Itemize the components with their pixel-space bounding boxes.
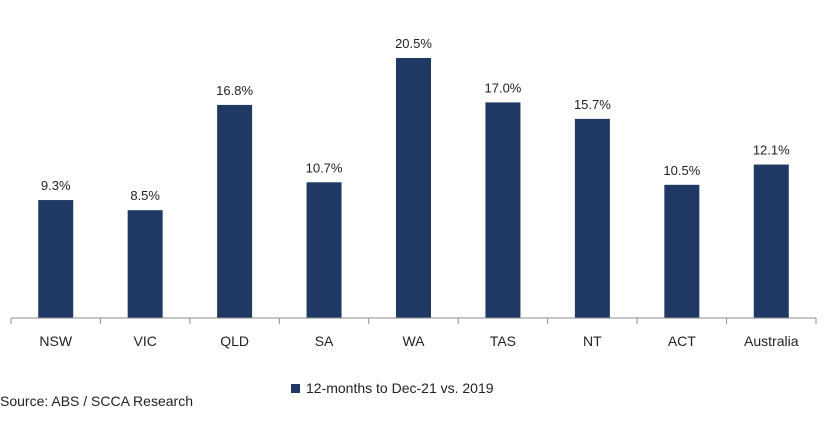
legend-swatch xyxy=(291,383,300,393)
bar-nsw xyxy=(38,200,74,318)
bar-australia xyxy=(753,164,789,318)
category-label-wa: WA xyxy=(402,333,425,349)
data-label-sa: 10.7% xyxy=(306,160,343,175)
bar-tas xyxy=(485,102,521,318)
bar-wa xyxy=(396,58,431,318)
data-label-qld: 16.8% xyxy=(216,83,253,98)
data-label-nsw: 9.3% xyxy=(41,178,71,193)
category-label-tas: TAS xyxy=(490,333,516,349)
legend: 12-months to Dec-21 vs. 2019 xyxy=(291,380,494,396)
bars-group xyxy=(38,58,789,319)
value-labels-group: 9.3% 8.5% 16.8% 10.7% 20.5% 17.0% 15.7% 10.5% 12… xyxy=(41,36,790,203)
category-label-sa: SA xyxy=(315,333,334,349)
category-label-nt: NT xyxy=(583,333,602,349)
legend-label: 12-months to Dec-21 vs. 2019 xyxy=(306,380,494,396)
category-label-qld: QLD xyxy=(220,333,249,349)
data-label-tas: 17.0% xyxy=(485,80,522,95)
bar-vic xyxy=(127,210,163,318)
category-label-act: ACT xyxy=(668,333,696,349)
category-label-australia: Australia xyxy=(744,333,799,349)
category-labels-group: NSW VIC QLD SA WA TAS NT ACT Australia xyxy=(39,333,798,349)
data-label-nt: 15.7% xyxy=(574,97,611,112)
bar-nt xyxy=(574,118,610,318)
bar-sa xyxy=(306,182,342,318)
bar-qld xyxy=(217,104,253,319)
category-label-vic: VIC xyxy=(133,333,156,349)
data-label-act: 10.5% xyxy=(663,163,700,178)
data-label-wa: 20.5% xyxy=(395,36,432,51)
category-label-nsw: NSW xyxy=(39,333,72,349)
x-axis-ticks xyxy=(10,318,817,324)
data-label-australia: 12.1% xyxy=(753,143,790,158)
source-note: Source: ABS / SCCA Research xyxy=(0,393,193,409)
bar-act xyxy=(664,184,700,318)
data-label-vic: 8.5% xyxy=(130,188,160,203)
